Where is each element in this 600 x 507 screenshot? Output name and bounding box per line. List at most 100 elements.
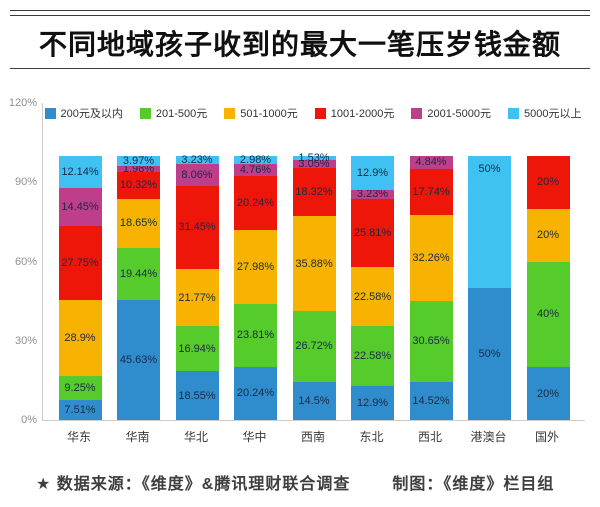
bar-segment: 35.88% xyxy=(292,216,336,312)
bar-segment-label: 17.74% xyxy=(412,185,450,198)
header-rule-double xyxy=(10,10,590,16)
bar-segment: 45.63% xyxy=(117,299,160,420)
bar-segment: 18.55% xyxy=(175,371,219,420)
bar-segment: 14.5% xyxy=(292,381,336,420)
bar-segment: 3.23% xyxy=(175,154,219,167)
bar-segment-label: 3.23% xyxy=(181,154,213,167)
bar-segment-label: 22.58% xyxy=(353,290,392,303)
legend-item: 5000元以上 xyxy=(507,105,581,121)
bar-column-2: 45.63% 19.44% 18.65% 10.32% 1.98% 3.97% xyxy=(117,155,160,420)
bar-segment-label: 27.98% xyxy=(236,260,275,273)
y-tick-label: 120% xyxy=(8,97,37,109)
bar-segment: 23.81% xyxy=(234,303,277,367)
bar-segment-label: 18.65% xyxy=(119,217,158,230)
bar-segment: 14.45% xyxy=(58,188,102,227)
bar-segment: 40% xyxy=(526,261,570,368)
bar-segment-label: 18.55% xyxy=(178,389,216,402)
bar-segment-label: 27.75% xyxy=(61,256,99,269)
bar-segment: 14.52% xyxy=(409,381,453,420)
bar-segment-label: 20% xyxy=(536,176,560,189)
header-rule-single xyxy=(10,68,590,69)
bar-segment: 1.98% xyxy=(117,163,160,175)
footer-source: ★ 数据来源：《维度》&腾讯理财联合调查 xyxy=(36,476,351,493)
bar-segment: 28.9% xyxy=(58,299,102,376)
x-tick-label: 国外 xyxy=(534,430,559,444)
bar-segment: 20% xyxy=(526,155,570,209)
bar-segment-label: 20.24% xyxy=(236,196,275,209)
legend-item: 1001-2000元 xyxy=(314,105,395,121)
bar-segment: 1.53% xyxy=(292,152,336,164)
bar-segment: 9.25% xyxy=(58,375,102,401)
bar-segment-label: 30.65% xyxy=(412,335,450,348)
bar-segment-label: 20.24% xyxy=(236,387,275,400)
bar-segment: 50% xyxy=(468,287,511,420)
bar-column-7: 14.52% 30.65% 32.26% 17.74% 4.84% xyxy=(409,155,453,420)
bar-segment-label: 31.45% xyxy=(178,221,216,234)
bar-segment-label: 16.94% xyxy=(178,342,216,355)
bar-column-3: 18.55% 16.94% 21.77% 31.45% 8.06% 3.23% xyxy=(175,154,219,420)
bar-segment-label: 22.58% xyxy=(353,350,392,363)
bar-segment-label: 3.97% xyxy=(122,155,155,168)
bar-segment: 20.24% xyxy=(234,366,277,420)
y-tick-label: 30% xyxy=(14,335,37,347)
bar-segment: 12.14% xyxy=(58,155,102,189)
bar-column-1: 7.51% 9.25% 28.9% 27.75% 14.45% 12.14% xyxy=(58,155,102,420)
bar-segment-label: 28.9% xyxy=(64,331,96,344)
bar-segment: 8.06% xyxy=(175,164,219,186)
bar-segment: 12.9% xyxy=(351,155,394,191)
bar-segment-label: 7.51% xyxy=(64,404,96,417)
bar-segment-label: 20% xyxy=(536,387,560,400)
bar-segment-label: 9.25% xyxy=(64,382,96,394)
x-tick-label: 港澳台 xyxy=(470,430,507,444)
x-tick-label: 西南 xyxy=(300,430,325,444)
bar-column-8: 50% 50% xyxy=(468,155,511,420)
bar-segment-label: 19.44% xyxy=(119,267,158,280)
bar-segment: 26.72% xyxy=(292,311,336,382)
bar-segment: 3.97% xyxy=(117,155,160,168)
y-axis-labels: 0% 30% 60% 90% 120% xyxy=(0,0,37,507)
bar-segment: 2.98% xyxy=(234,154,277,166)
legend-item: 501-1000元 xyxy=(224,105,298,121)
bar-segment-label: 3.05% xyxy=(298,157,330,170)
bar-segment: 20.24% xyxy=(234,176,277,230)
bar-segment: 27.98% xyxy=(234,229,277,304)
y-tick-label: 0% xyxy=(21,414,37,426)
legend-item: 2001-5000元 xyxy=(411,105,491,121)
x-tick-label: 华中 xyxy=(242,430,267,444)
bar-segment: 31.45% xyxy=(175,185,219,269)
bar-segment-label: 50% xyxy=(478,162,501,175)
x-tick-label: 华南 xyxy=(125,430,150,444)
bar-segment-label: 18.32% xyxy=(295,186,333,199)
bar-segment-label: 4.76% xyxy=(239,163,272,176)
y-tick-label: 60% xyxy=(14,256,37,268)
legend-label: 1001-2000元 xyxy=(330,108,395,120)
bar-segment-label: 32.26% xyxy=(412,252,450,265)
bar-segment: 25.81% xyxy=(351,198,394,267)
bar-segment-label: 4.84% xyxy=(415,156,447,169)
legend-label: 501-1000元 xyxy=(240,108,298,120)
bar-segment-label: 3.23% xyxy=(356,188,389,201)
bar-segment-label: 50% xyxy=(478,347,501,360)
bar-column-9: 20% 40% 20% 20% xyxy=(526,155,570,420)
bar-segment: 30.65% xyxy=(409,300,453,382)
bar-segment-label: 20% xyxy=(536,229,560,242)
plot-area: 7.51% 9.25% 28.9% 27.75% 14.45% 12.14% 45.63% 1… xyxy=(42,103,585,421)
bar-segment-label: 1.53% xyxy=(298,151,330,164)
bar-segment: 20% xyxy=(526,367,570,420)
bar-segment-label: 14.5% xyxy=(298,394,330,407)
bar-column-5: 14.5% 26.72% 35.88% 18.32% 3.05% 1.53% xyxy=(292,152,336,420)
bar-segment-label: 8.06% xyxy=(181,169,213,182)
x-axis-labels: 华东 华南 华北 华中 西南 东北 西北 港澳台 国外 xyxy=(42,428,584,445)
bar-segment-label: 14.45% xyxy=(61,201,99,214)
bar-segment: 10.32% xyxy=(117,171,160,199)
bar-segment: 50% xyxy=(468,155,511,288)
bar-segment: 4.84% xyxy=(409,155,453,169)
legend-item: 201-500元 xyxy=(139,105,207,121)
bar-segment-label: 45.63% xyxy=(119,353,158,366)
footer: ★ 数据来源：《维度》&腾讯理财联合调查 制图：《维度》栏目组 xyxy=(36,470,554,494)
bar-segment: 4.76% xyxy=(234,163,277,177)
y-tick-label: 90% xyxy=(14,176,37,188)
bar-segment: 17.74% xyxy=(409,168,453,216)
legend-swatch xyxy=(507,107,519,119)
